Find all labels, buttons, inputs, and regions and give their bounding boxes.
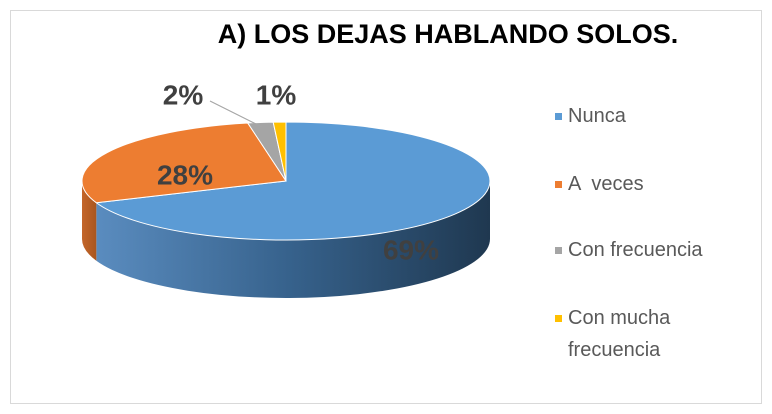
legend-label: Nunca xyxy=(568,105,626,127)
legend-swatch xyxy=(555,247,562,254)
legend-label: Con mucha frecuencia xyxy=(568,307,676,361)
slice xyxy=(81,122,287,204)
data-label: 28% xyxy=(157,159,213,190)
data-label: 1% xyxy=(256,79,297,110)
chart-title: A) LOS DEJAS HABLANDO SOLOS. xyxy=(218,19,679,49)
slice xyxy=(94,121,491,241)
data-label: 69% xyxy=(383,234,439,265)
legend-swatch xyxy=(555,113,562,120)
data-label: 2% xyxy=(163,79,204,110)
legend-swatch xyxy=(555,181,562,188)
legend-label: A veces xyxy=(568,173,644,195)
slice-side xyxy=(96,181,491,299)
slice xyxy=(272,121,287,182)
legend-swatch xyxy=(555,315,562,322)
leader-line xyxy=(209,100,263,128)
slice-side xyxy=(82,181,97,261)
legend-label: Con frecuencia xyxy=(568,239,703,261)
